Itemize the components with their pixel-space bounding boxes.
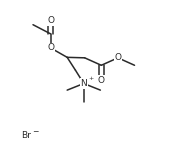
Text: −: − — [32, 127, 39, 136]
Text: +: + — [88, 76, 93, 81]
Text: O: O — [114, 53, 121, 62]
Text: O: O — [98, 76, 105, 85]
Text: O: O — [47, 43, 54, 52]
Text: O: O — [47, 16, 54, 25]
Text: Br: Br — [22, 131, 31, 140]
Text: N: N — [80, 79, 87, 88]
